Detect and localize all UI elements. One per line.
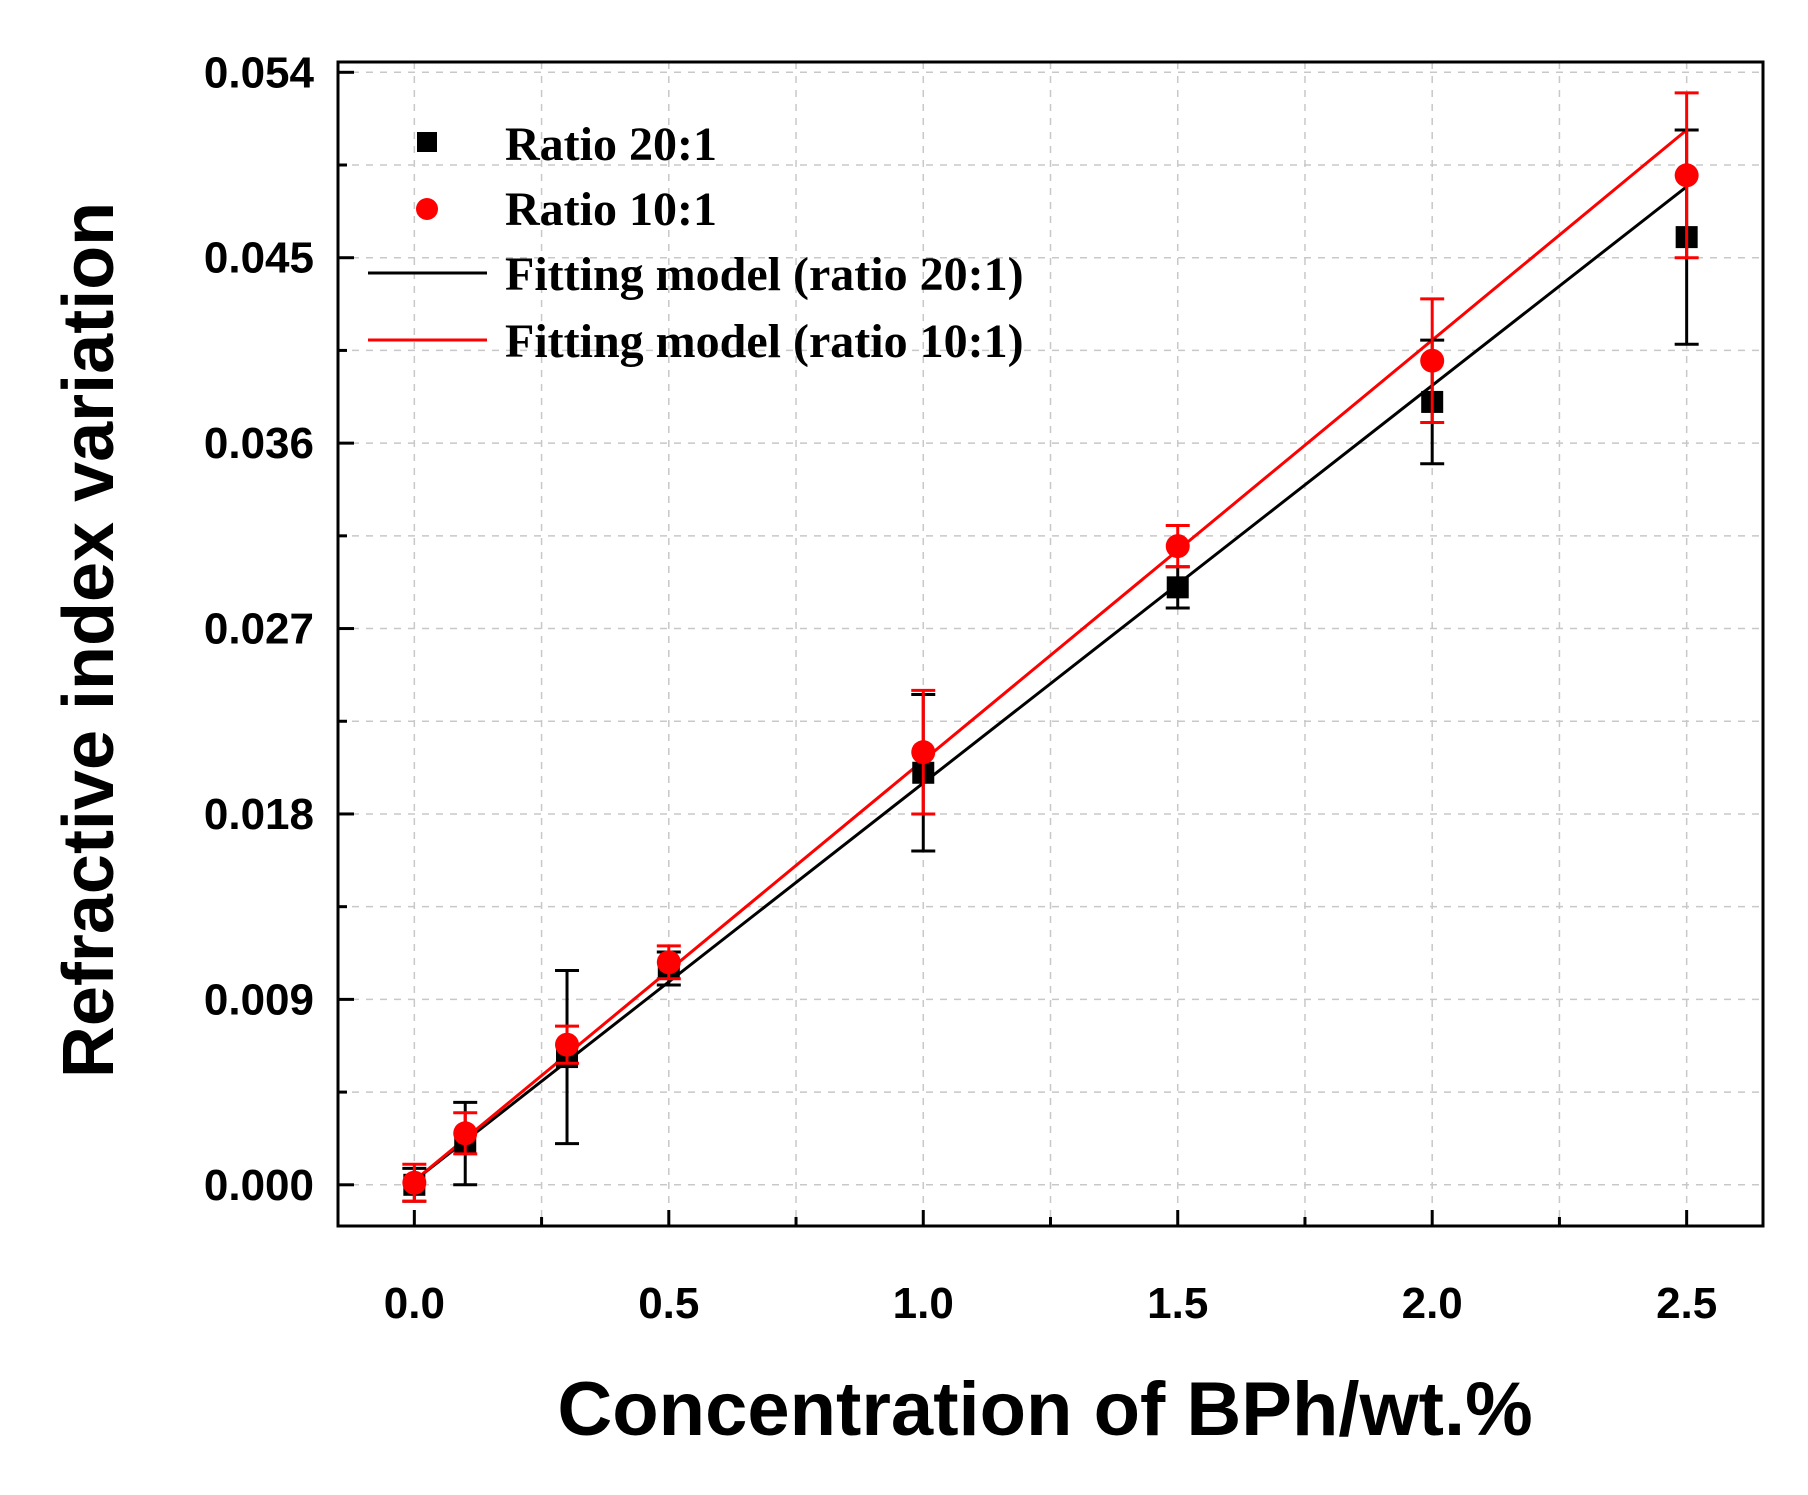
legend-swatch-ratio-10-1 <box>416 198 438 220</box>
legend-label-fit-10-1: Fitting model (ratio 10:1) <box>505 315 1024 368</box>
data-points-layer <box>402 91 1699 1203</box>
data-point-ratio-10-1 <box>1420 348 1445 373</box>
x-tick-label: 1.0 <box>893 1279 954 1328</box>
y-tick-label: 0.036 <box>204 419 314 468</box>
fit-line-ratio-20-1 <box>413 185 1688 1182</box>
data-point-ratio-10-1 <box>656 950 681 975</box>
x-tick-label: 0.5 <box>638 1279 699 1328</box>
y-axis-title: Refractive index variation <box>49 202 129 1078</box>
x-tick-label: 2.0 <box>1402 1279 1463 1328</box>
axis-ticks-layer: 0.0 0.5 1.0 1.5 2.0 2.5 0.000 0.009 0.018 0.027 0.… <box>204 48 1717 1328</box>
fit-lines-layer <box>413 128 1688 1182</box>
y-tick-label: 0.009 <box>204 975 314 1024</box>
x-tick-label: 2.5 <box>1656 1279 1717 1328</box>
data-point-ratio-10-1 <box>555 1032 580 1057</box>
data-point-ratio-10-1 <box>911 740 936 765</box>
y-tick-label: 0.054 <box>204 48 315 97</box>
legend-swatch-ratio-20-1 <box>417 132 437 152</box>
legend: Ratio 20:1 Ratio 10:1 Fitting model (rat… <box>368 118 1024 368</box>
x-tick-label: 0.0 <box>384 1279 445 1328</box>
y-tick-label: 0.045 <box>204 234 314 283</box>
legend-label-ratio-20-1: Ratio 20:1 <box>505 118 717 171</box>
y-tick-label: 0.027 <box>204 605 314 654</box>
legend-label-fit-20-1: Fitting model (ratio 20:1) <box>505 248 1024 301</box>
legend-label-ratio-10-1: Ratio 10:1 <box>505 183 717 236</box>
y-tick-label: 0.018 <box>204 790 314 839</box>
fit-line-ratio-10-1 <box>413 128 1688 1182</box>
x-axis-title: Concentration of BPh/wt.% <box>557 1367 1532 1452</box>
data-point-ratio-10-1 <box>1674 163 1699 188</box>
y-tick-label: 0.000 <box>204 1161 314 1210</box>
grid-layer <box>338 62 1763 1226</box>
data-point-ratio-10-1 <box>402 1170 427 1195</box>
data-point-ratio-10-1 <box>453 1121 478 1146</box>
data-point-ratio-20-1 <box>1166 576 1189 599</box>
data-point-ratio-10-1 <box>1165 534 1190 559</box>
x-tick-label: 1.5 <box>1147 1279 1208 1328</box>
